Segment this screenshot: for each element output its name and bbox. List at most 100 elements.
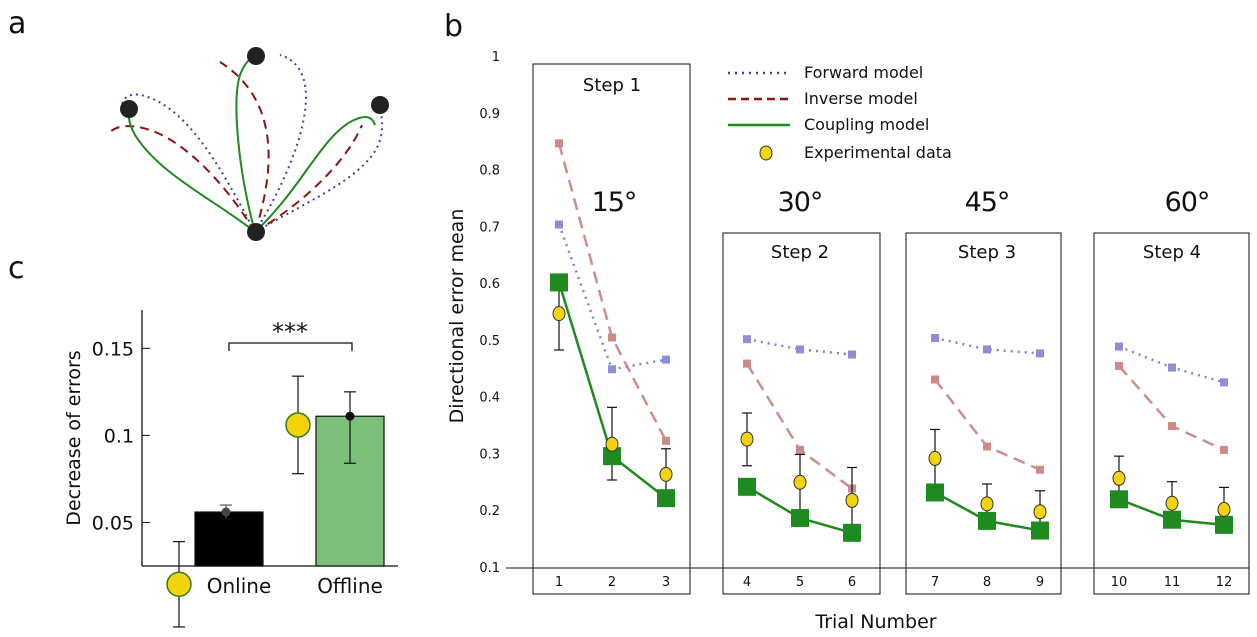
inverse-model-point <box>1220 445 1228 454</box>
step-label-2: Step 2 <box>771 242 829 263</box>
coupling-model-point <box>738 477 756 496</box>
angle-label-3: 45° <box>965 187 1010 218</box>
inverse-model-point <box>1115 361 1123 370</box>
experimental-point <box>659 466 673 482</box>
x-tick-label: 4 <box>743 575 751 590</box>
coupling-trajectory-top <box>235 55 256 233</box>
panel-label-b: b <box>444 9 463 44</box>
x-tick-label: 7 <box>931 575 939 590</box>
step-label-4: Step 4 <box>1143 242 1201 263</box>
coupling-model-point <box>603 447 621 466</box>
forward-model-point <box>743 335 751 344</box>
directional-error-chart: 0.10.20.30.40.50.60.70.80.911 2 3 4 5 6 7 8 9 10 1… <box>446 50 1250 633</box>
forward-model-point <box>931 334 939 343</box>
inverse-model-point <box>983 442 991 451</box>
inverse-model-point <box>931 375 939 384</box>
forward-model-line-step-1 <box>557 224 667 371</box>
forward-model-point <box>1036 349 1044 358</box>
y-tick-label: 0.1 <box>479 561 500 576</box>
c-y-tick-label: 0.05 <box>92 512 134 534</box>
x-tick-label: 3 <box>662 575 670 590</box>
significance-label: *** <box>272 318 308 346</box>
experimental-point <box>1033 504 1047 520</box>
experimental-mean-point <box>166 571 192 598</box>
y-tick-label: 0.3 <box>479 447 500 462</box>
x-tick-label: 9 <box>1036 575 1044 590</box>
inverse-model-point <box>796 445 804 454</box>
experimental-point <box>1217 502 1231 518</box>
experimental-mean-point <box>285 412 311 438</box>
inverse-trajectory-right <box>254 124 363 233</box>
x-tick-label: 10 <box>1111 575 1128 590</box>
category-label-online: Online <box>207 574 272 598</box>
target-left <box>120 100 138 118</box>
decrease-of-errors-chart: 0.05 0.1 0.15 Online Offline Decrease of er… <box>63 310 398 628</box>
inverse-model-point <box>1036 465 1044 474</box>
panel-label-c: c <box>8 251 25 286</box>
angle-label-4: 60° <box>1165 187 1210 218</box>
coupling-model-point <box>1031 521 1049 540</box>
significance-bracket <box>228 342 353 351</box>
panel-label-a: a <box>8 6 26 41</box>
experimental-point <box>845 492 859 508</box>
experimental-point <box>980 496 994 512</box>
step-label-1: Step 1 <box>583 75 641 96</box>
coupling-model-point <box>1110 490 1128 509</box>
x-tick-label: 12 <box>1216 575 1233 590</box>
step-box-1 <box>532 63 691 595</box>
experimental-point <box>1112 470 1126 486</box>
legend-experimental-swatch <box>759 145 773 161</box>
model-mean-point <box>221 507 231 517</box>
target-top <box>247 47 265 65</box>
y-tick-label: 0.7 <box>479 220 500 235</box>
y-tick-label: 1 <box>492 50 500 65</box>
inverse-model-point <box>743 359 751 368</box>
forward-trajectory-right <box>254 107 384 233</box>
y-tick-label: 0.9 <box>479 107 500 122</box>
legend-coupling-label: Coupling model <box>804 115 929 134</box>
coupling-model-point <box>791 509 809 528</box>
experimental-point <box>1165 495 1179 511</box>
coupling-model-point <box>1215 515 1233 534</box>
forward-model-point <box>983 345 991 354</box>
inverse-trajectory-left <box>107 125 256 233</box>
step-box-4 <box>1093 232 1250 595</box>
x-tick-label: 8 <box>983 575 991 590</box>
x-tick-label: 5 <box>796 575 804 590</box>
step-box-3 <box>905 232 1062 595</box>
coupling-model-point <box>550 273 568 292</box>
inverse-model-point <box>608 333 616 342</box>
y-tick-label: 0.8 <box>479 164 500 179</box>
experimental-point <box>928 450 942 466</box>
coupling-model-point <box>926 483 944 502</box>
legend: Forward model Inverse model Coupling mod… <box>728 63 952 162</box>
forward-model-point <box>662 355 670 364</box>
legend-forward-label: Forward model <box>804 63 923 82</box>
coupling-model-point <box>978 511 996 530</box>
angle-label-2: 30° <box>778 187 823 218</box>
legend-inverse-label: Inverse model <box>804 89 918 108</box>
experimental-point <box>740 431 754 447</box>
y-axis-label: Directional error mean <box>446 209 468 424</box>
experimental-point <box>552 306 566 322</box>
forward-model-point <box>1115 342 1123 351</box>
angle-label-1: 15° <box>592 187 637 218</box>
forward-model-point <box>1220 378 1228 387</box>
inverse-model-line-step-3 <box>934 378 1041 471</box>
forward-model-point <box>796 345 804 354</box>
x-tick-label: 6 <box>848 575 856 590</box>
inverse-trajectory-top <box>219 61 270 233</box>
y-tick-label: 0.4 <box>479 391 500 406</box>
y-tick-label: 0.2 <box>479 504 500 519</box>
x-tick-label: 2 <box>608 575 616 590</box>
forward-model-point <box>555 220 563 229</box>
coupling-model-point <box>657 489 675 508</box>
step-label-3: Step 3 <box>958 242 1016 263</box>
x-tick-label: 11 <box>1164 575 1181 590</box>
target-right <box>371 96 389 114</box>
inverse-model-line-step-4 <box>1118 365 1225 452</box>
inverse-model-point <box>555 139 563 148</box>
forward-model-point <box>1168 363 1176 372</box>
forward-model-point <box>608 365 616 374</box>
